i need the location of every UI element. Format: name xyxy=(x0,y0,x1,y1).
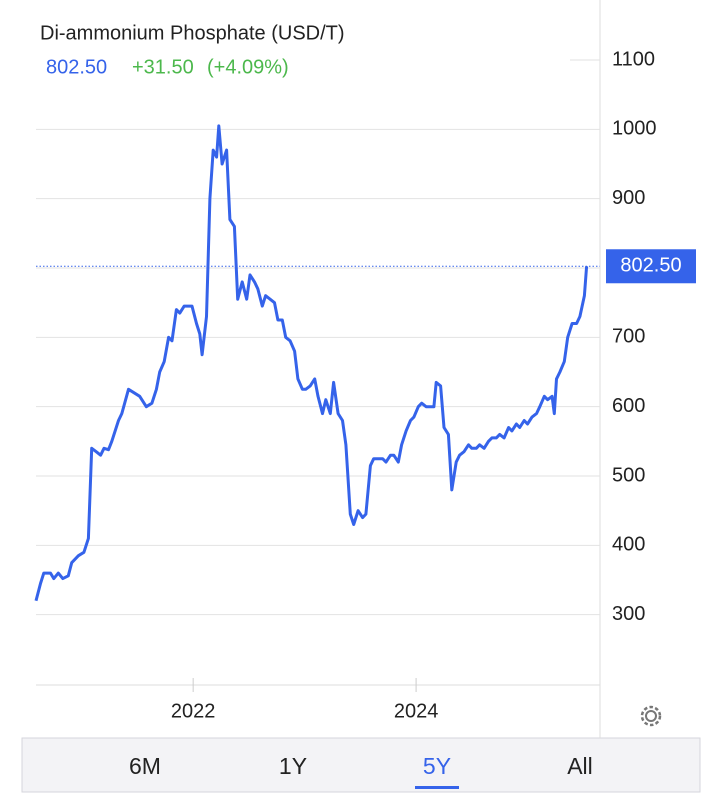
y-tick-label: 700 xyxy=(612,326,645,348)
x-tick-label: 2022 xyxy=(171,700,216,722)
y-tick-label: 400 xyxy=(612,534,645,556)
y-tick-label: 500 xyxy=(612,464,645,486)
y-tick-label: 600 xyxy=(612,395,645,417)
x-tick-label: 2024 xyxy=(394,700,439,722)
last-value-badge-label: 802.50 xyxy=(620,255,681,277)
range-tab[interactable]: All xyxy=(567,753,593,779)
chart-title: Di-ammonium Phosphate (USD/T) xyxy=(40,22,345,44)
range-tab[interactable]: 5Y xyxy=(423,753,451,779)
price-line xyxy=(34,124,589,602)
y-tick-label: 900 xyxy=(612,187,645,209)
active-tab-underline xyxy=(415,786,459,789)
change: +31.50 xyxy=(132,56,194,78)
y-tick-label: 300 xyxy=(612,603,645,625)
range-tab[interactable]: 1Y xyxy=(279,753,307,779)
y-tick-label: 1100 xyxy=(612,48,655,70)
last-value: 802.50 xyxy=(46,56,107,78)
tab-bar xyxy=(21,737,701,793)
settings-icon[interactable] xyxy=(640,705,662,727)
range-tab[interactable]: 6M xyxy=(129,753,161,779)
change-pct: (+4.09%) xyxy=(207,56,289,78)
y-tick-label: 1000 xyxy=(612,118,657,140)
last-value-badge xyxy=(606,249,696,284)
